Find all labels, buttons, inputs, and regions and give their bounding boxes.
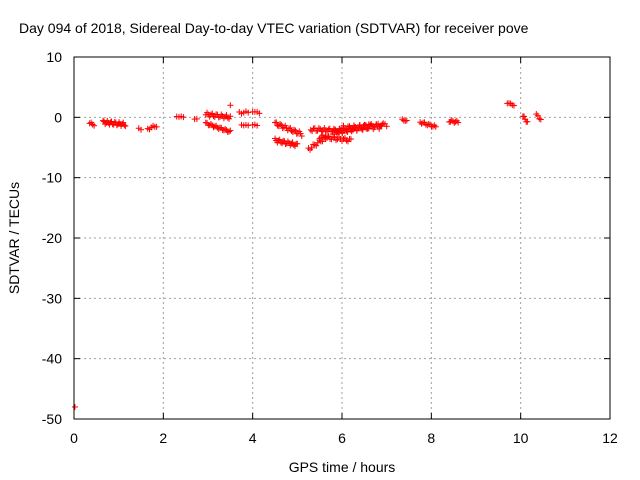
data-point <box>452 118 459 125</box>
x-tick-label: 0 <box>70 430 78 446</box>
data-point <box>276 136 283 143</box>
data-point <box>227 102 234 109</box>
data-point <box>403 117 410 124</box>
data-point <box>89 121 96 128</box>
data-point <box>298 133 305 140</box>
data-point <box>222 113 229 120</box>
data-point <box>273 119 280 126</box>
data-point <box>425 120 432 127</box>
data-point <box>294 140 301 147</box>
data-point <box>340 122 347 129</box>
data-point <box>292 127 299 134</box>
data-point <box>224 114 231 121</box>
data-point <box>120 119 127 126</box>
data-point <box>108 118 115 125</box>
data-point <box>308 144 315 151</box>
x-tick-label: 6 <box>338 430 346 446</box>
data-point <box>335 129 342 136</box>
data-point <box>138 126 144 133</box>
data-point <box>367 121 374 128</box>
data-point <box>315 125 322 132</box>
data-point <box>524 118 531 125</box>
data-point <box>224 129 231 136</box>
data-point <box>209 110 216 117</box>
y-tick-label: -50 <box>42 411 62 427</box>
data-point <box>431 122 438 129</box>
data-point <box>341 134 348 141</box>
data-point <box>277 120 284 127</box>
data-point <box>418 120 425 127</box>
y-tick-label: -20 <box>42 230 62 246</box>
data-points <box>71 100 544 410</box>
data-point <box>287 124 294 131</box>
y-axis-label: SDTVAR / TECUs <box>6 182 22 294</box>
data-point <box>346 123 353 130</box>
data-point <box>341 126 348 133</box>
data-point <box>448 117 455 124</box>
data-point <box>215 125 222 132</box>
data-point <box>180 114 187 121</box>
data-point <box>193 115 200 122</box>
data-point <box>211 123 218 130</box>
y-tick-label: -10 <box>42 170 62 186</box>
data-point <box>318 128 325 135</box>
data-point <box>113 122 120 129</box>
data-point <box>325 133 332 140</box>
data-point <box>245 109 252 116</box>
data-point <box>227 127 234 134</box>
data-point <box>307 126 314 133</box>
data-point <box>521 113 528 120</box>
data-point <box>291 126 298 133</box>
data-point <box>297 130 304 137</box>
data-point <box>91 122 98 129</box>
data-point <box>153 123 160 130</box>
y-tick-label: -40 <box>42 351 62 367</box>
x-tick-label: 2 <box>159 430 167 446</box>
data-point <box>71 403 78 410</box>
data-point <box>432 123 439 130</box>
data-point <box>332 126 339 133</box>
chart-title: Day 094 of 2018, Sidereal Day-to-day VTE… <box>19 20 529 36</box>
x-tick-label: 8 <box>427 430 435 446</box>
data-point <box>289 139 296 146</box>
data-point <box>339 130 346 137</box>
y-tick-label: 10 <box>46 49 62 65</box>
data-point <box>222 125 229 132</box>
data-point <box>455 119 462 126</box>
data-point <box>215 114 222 121</box>
y-tick-label: -30 <box>42 290 62 306</box>
data-point <box>534 112 541 119</box>
data-point <box>227 113 234 120</box>
data-point <box>510 102 517 109</box>
data-point <box>245 122 252 129</box>
x-tick-label: 10 <box>513 430 529 446</box>
data-point <box>383 123 390 130</box>
data-point <box>121 122 128 129</box>
data-point <box>122 123 129 130</box>
data-point <box>207 121 214 128</box>
data-point <box>86 120 93 127</box>
data-point <box>536 115 543 122</box>
x-tick-label: 4 <box>249 430 257 446</box>
data-point <box>316 135 323 142</box>
data-point <box>424 122 431 129</box>
y-tick-label: 0 <box>54 109 62 125</box>
axis-ticks: 0 2 4 6 8 10 12 -50 -40 -30 -20 -10 0 10 <box>42 49 618 446</box>
x-tick-label: 12 <box>602 430 618 446</box>
data-point <box>223 112 230 119</box>
x-axis-label: GPS time / hours <box>289 459 396 475</box>
data-point <box>319 138 326 145</box>
data-point <box>226 128 233 135</box>
data-point <box>102 121 109 128</box>
data-point <box>347 136 354 143</box>
data-point <box>347 126 354 133</box>
data-point <box>254 122 261 129</box>
data-point <box>359 126 366 133</box>
grid-lines <box>74 57 610 419</box>
data-point <box>256 110 263 117</box>
data-point <box>333 137 340 144</box>
data-point <box>537 116 544 123</box>
